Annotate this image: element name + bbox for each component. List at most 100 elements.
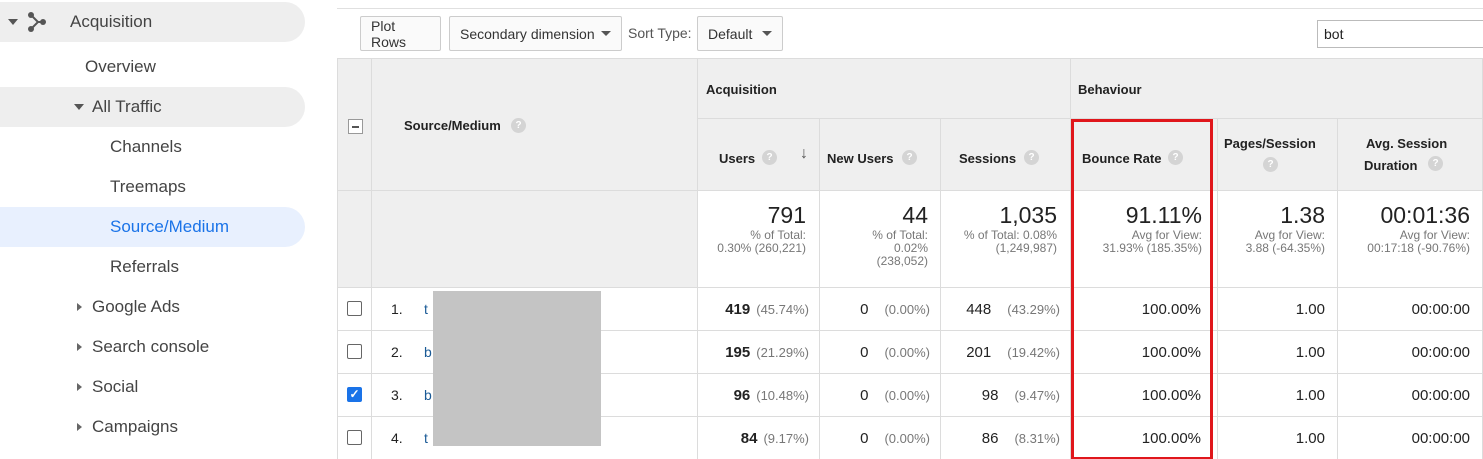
secondary-dimension-dropdown[interactable]: Secondary dimension bbox=[449, 16, 622, 51]
metric-percent: (0.00%) bbox=[884, 431, 930, 446]
sidebar-item-label: Referrals bbox=[110, 257, 179, 276]
metric-percent: (45.74%) bbox=[756, 302, 809, 317]
metric-value: 00:00:00 bbox=[1411, 344, 1470, 361]
sidebar-source-medium-highlight bbox=[0, 207, 305, 247]
help-icon[interactable]: ? bbox=[762, 150, 777, 165]
row-duration-cell: 00:00:00 bbox=[1338, 288, 1483, 331]
bounce-rate-highlight-box bbox=[1071, 119, 1213, 459]
totals-bounce-rate: 91.11% Avg for View: 31.93% (185.35%) bbox=[1071, 191, 1218, 288]
row-checkbox[interactable] bbox=[347, 430, 362, 445]
sort-descending-icon[interactable]: ↓ bbox=[800, 145, 808, 162]
row-checkbox-cell bbox=[337, 417, 372, 459]
sidebar-item-label: Campaigns bbox=[92, 417, 178, 436]
expand-icon bbox=[77, 383, 82, 391]
help-icon[interactable]: ? bbox=[1168, 150, 1183, 165]
row-checkbox-cell bbox=[337, 288, 372, 331]
metric-value-wrap: 98 (9.47%) bbox=[982, 387, 1060, 404]
metric-value: 100.00% bbox=[1141, 430, 1201, 447]
row-source-link[interactable]: t bbox=[424, 301, 428, 317]
metric-percent: (0.00%) bbox=[884, 302, 930, 317]
column-header-label: New Users bbox=[827, 151, 894, 166]
metric-value: 98 bbox=[981, 387, 999, 404]
row-users-cell: 195 (21.29%) bbox=[698, 331, 820, 374]
plot-rows-label: Plot Rows bbox=[371, 17, 407, 50]
plot-rows-button[interactable]: Plot Rows bbox=[360, 16, 441, 51]
sidebar-item-referrals[interactable]: Referrals bbox=[0, 247, 305, 287]
metric-value: 0 bbox=[860, 387, 869, 404]
header-users[interactable]: Users ? ↓ bbox=[698, 119, 820, 191]
row-index: 1. bbox=[391, 301, 403, 317]
collapse-icon bbox=[8, 19, 18, 25]
header-pages-session[interactable]: Pages/Session ? bbox=[1218, 119, 1338, 191]
metric-value-wrap: 0 (0.00%) bbox=[860, 430, 930, 447]
group-header-label: Behaviour bbox=[1078, 82, 1142, 97]
metric-value: 96 bbox=[733, 387, 751, 404]
sidebar-item-social[interactable]: Social bbox=[0, 367, 305, 407]
row-source-link[interactable]: b bbox=[424, 387, 432, 403]
row-source-cell: 4. t bbox=[372, 417, 698, 459]
header-group-acquisition: Acquisition bbox=[698, 58, 1071, 119]
sidebar-item-overview[interactable]: Overview bbox=[0, 47, 305, 87]
sort-type-label: Sort Type: bbox=[628, 25, 692, 41]
help-icon[interactable]: ? bbox=[1024, 150, 1039, 165]
sidebar-acquisition-highlight bbox=[0, 2, 305, 42]
expand-icon bbox=[77, 343, 82, 351]
search-input[interactable] bbox=[1317, 20, 1483, 48]
row-new-users-cell: 0 (0.00%) bbox=[820, 417, 941, 459]
row-users-cell: 419 (45.74%) bbox=[698, 288, 820, 331]
sidebar-item-source-medium[interactable]: Source/Medium bbox=[0, 207, 305, 247]
header-new-users[interactable]: New Users ? bbox=[820, 119, 941, 191]
sidebar-item-treemaps[interactable]: Treemaps bbox=[0, 167, 305, 207]
row-pages-cell: 1.00 bbox=[1218, 288, 1338, 331]
header-source-medium[interactable]: Source/Medium ? bbox=[372, 58, 698, 191]
metric-value-wrap: 00:00:00 bbox=[1412, 301, 1470, 318]
total-value: 00:01:36 bbox=[1380, 202, 1470, 228]
row-checkbox[interactable]: ✓ bbox=[347, 387, 362, 402]
metric-value: 201 bbox=[966, 344, 992, 361]
metric-percent: (21.29%) bbox=[756, 345, 809, 360]
row-checkbox[interactable] bbox=[347, 301, 362, 316]
select-all-checkbox[interactable] bbox=[348, 119, 363, 134]
total-subtext: 00:17:18 (-90.76%) bbox=[1367, 241, 1470, 255]
row-checkbox[interactable] bbox=[347, 344, 362, 359]
metric-value-wrap: 1.00 bbox=[1296, 301, 1325, 318]
metric-value: 1.00 bbox=[1295, 301, 1325, 318]
metric-percent: (19.42%) bbox=[1007, 345, 1060, 360]
help-icon[interactable]: ? bbox=[1263, 157, 1278, 172]
metric-value-wrap: 1.00 bbox=[1296, 430, 1325, 447]
row-source-link[interactable]: b bbox=[424, 344, 432, 360]
chevron-down-icon bbox=[762, 31, 772, 36]
metric-value-wrap: 00:00:00 bbox=[1412, 430, 1470, 447]
sidebar-item-campaigns[interactable]: Campaigns bbox=[0, 407, 305, 447]
sidebar-item-acquisition[interactable]: Acquisition bbox=[0, 2, 305, 42]
row-bounce-cell: 100.00% bbox=[1071, 288, 1218, 331]
sort-type-value: Default bbox=[708, 25, 753, 42]
expand-icon bbox=[77, 423, 82, 431]
help-icon[interactable]: ? bbox=[902, 150, 917, 165]
sidebar-item-label: Search console bbox=[92, 337, 210, 356]
sidebar-item-channels[interactable]: Channels bbox=[0, 127, 305, 167]
sort-type-dropdown[interactable]: Default bbox=[697, 16, 783, 51]
sidebar-nav: Acquisition Overview All Traffic Channel… bbox=[0, 0, 320, 459]
sidebar-item-all-traffic[interactable]: All Traffic bbox=[0, 87, 305, 127]
row-new-users-cell: 0 (0.00%) bbox=[820, 288, 941, 331]
total-subtext: (238,052) bbox=[876, 254, 928, 268]
metric-value-wrap: 0 (0.00%) bbox=[860, 387, 930, 404]
header-sessions[interactable]: Sessions ? bbox=[941, 119, 1071, 191]
help-icon[interactable]: ? bbox=[1428, 156, 1443, 171]
total-value: 1,035 bbox=[999, 202, 1057, 228]
metric-value: 1.00 bbox=[1295, 344, 1325, 361]
row-index: 2. bbox=[391, 344, 403, 360]
row-new-users-cell: 0 (0.00%) bbox=[820, 374, 941, 417]
metric-value: 00:00:00 bbox=[1411, 430, 1470, 447]
row-checkbox-cell bbox=[337, 331, 372, 374]
header-avg-session-duration[interactable]: Avg. Session Duration ? bbox=[1338, 119, 1483, 191]
metric-percent: (43.29%) bbox=[1007, 302, 1060, 317]
column-header-label: Duration bbox=[1364, 158, 1418, 173]
row-source-link[interactable]: t bbox=[424, 430, 428, 446]
help-icon[interactable]: ? bbox=[511, 118, 526, 133]
metric-percent: (9.47%) bbox=[1014, 388, 1060, 403]
sidebar-item-search-console[interactable]: Search console bbox=[0, 327, 305, 367]
sidebar-item-google-ads[interactable]: Google Ads bbox=[0, 287, 305, 327]
header-bounce-rate[interactable]: Bounce Rate ? bbox=[1071, 119, 1218, 191]
